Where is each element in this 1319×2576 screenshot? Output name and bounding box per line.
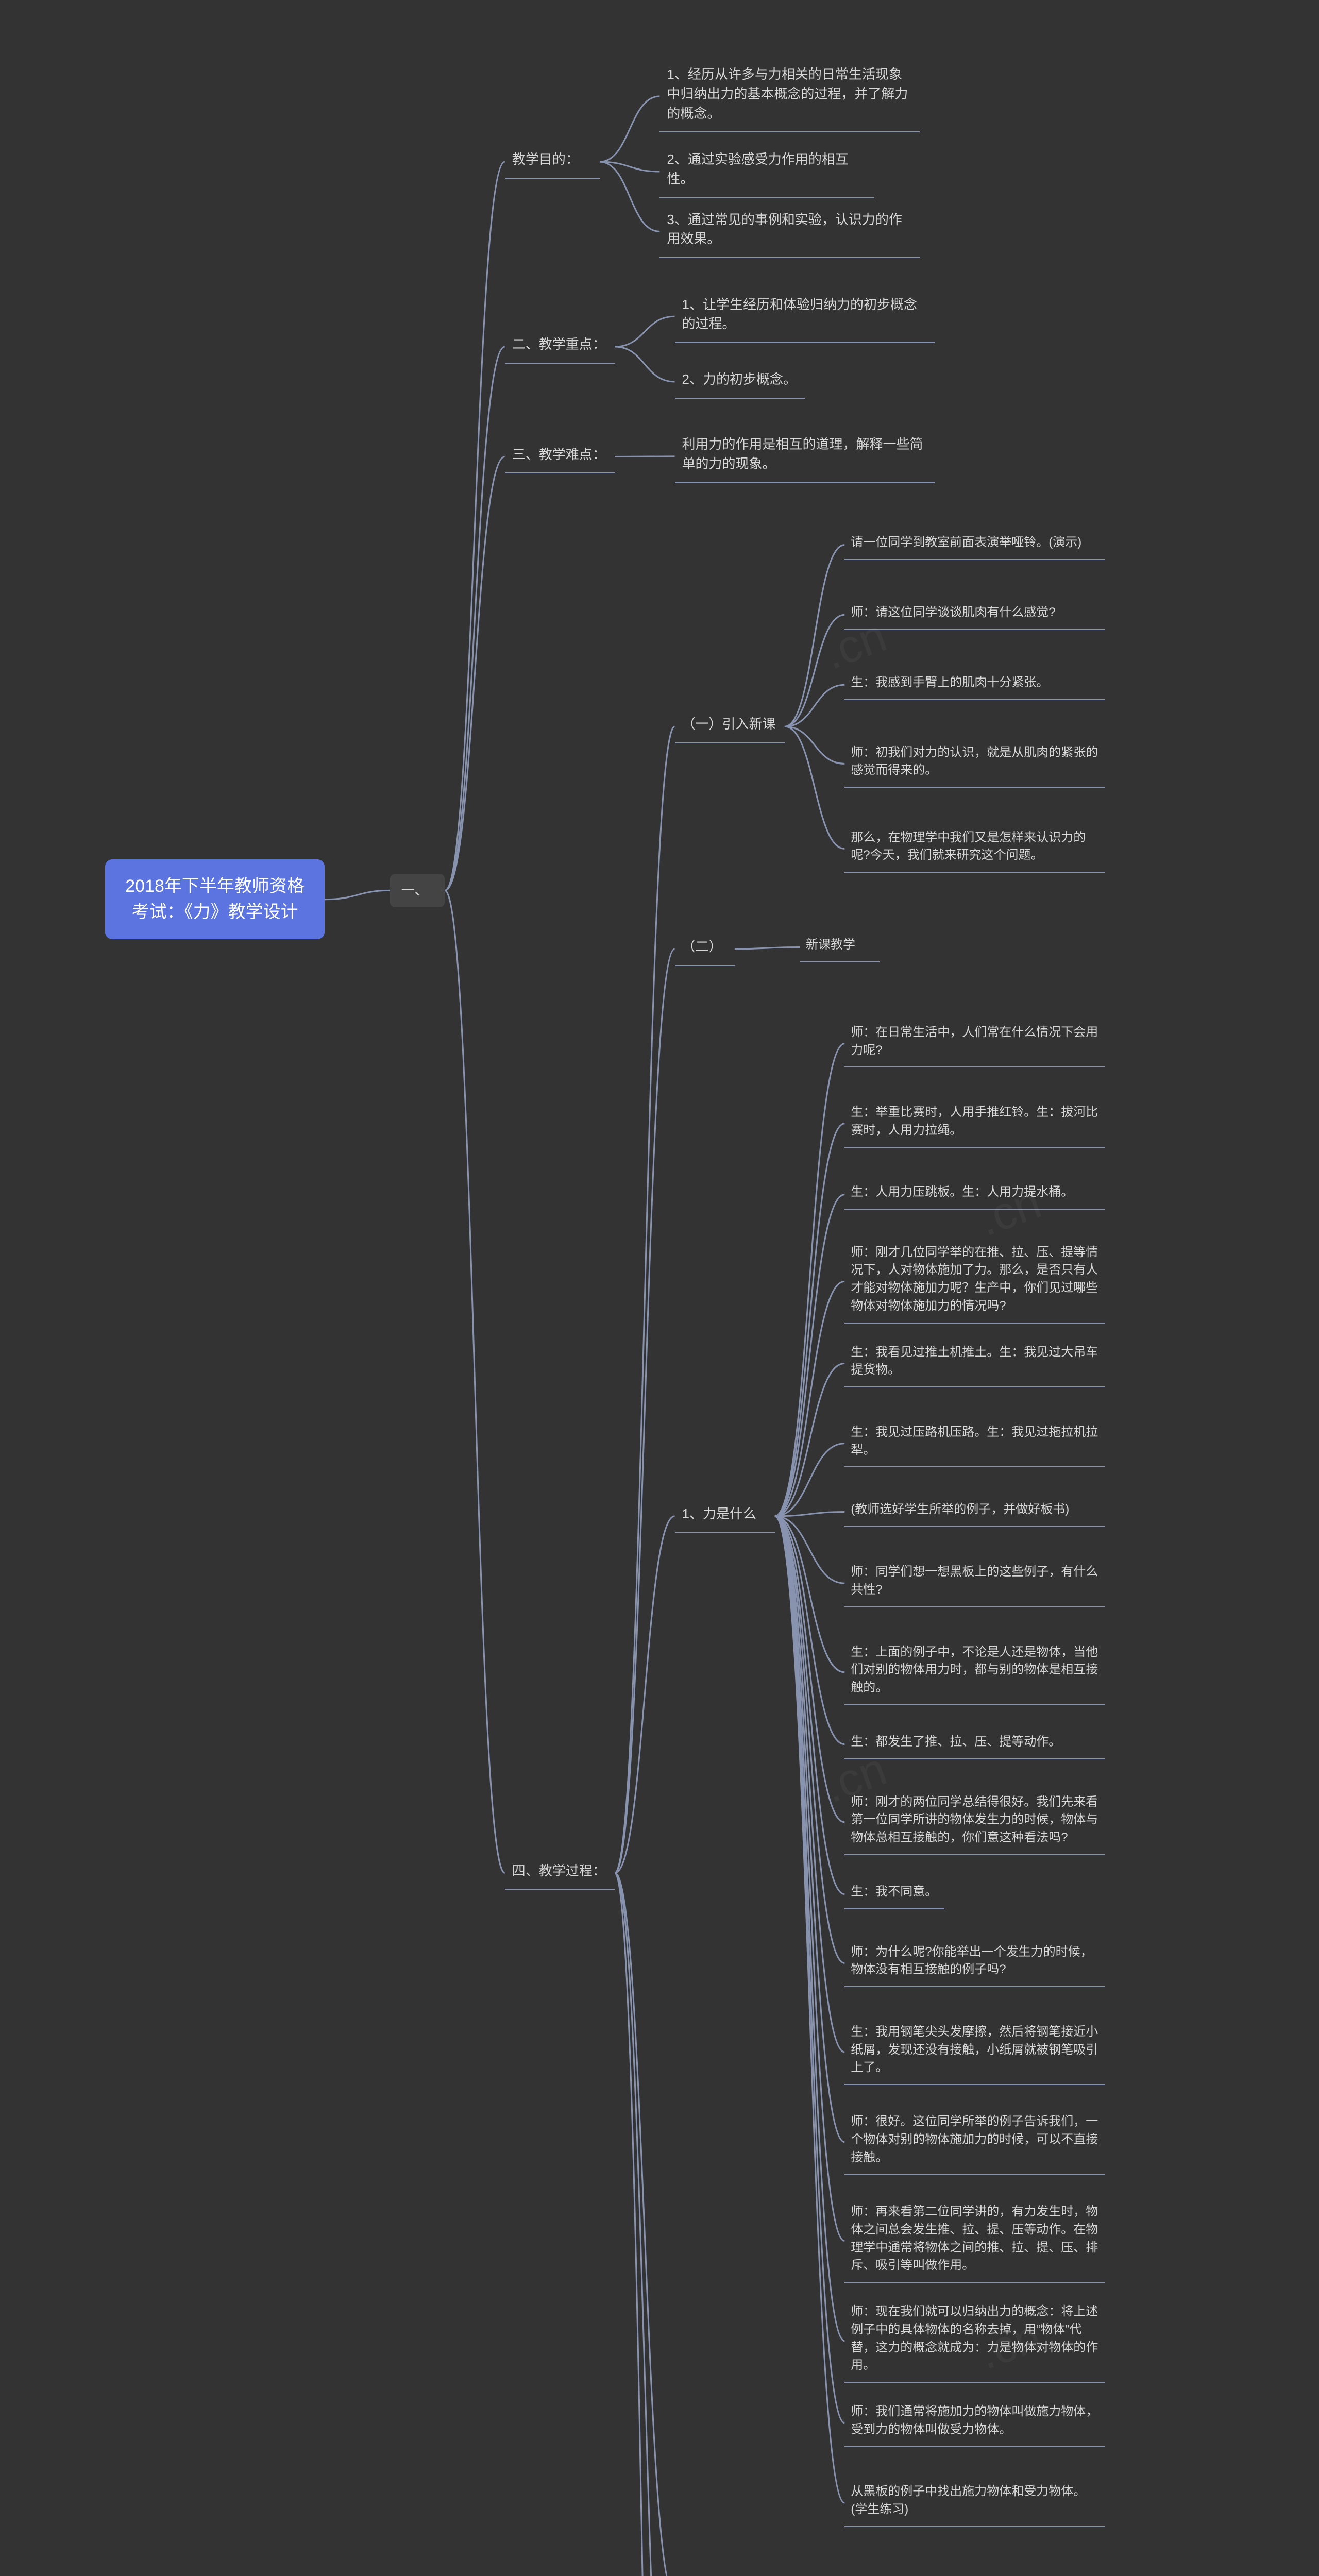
edge-s1-s1r bbox=[775, 1516, 845, 2423]
edge-s1-s1h bbox=[775, 1516, 845, 1583]
node-p1e: 那么，在物理学中我们又是怎样来认识力的呢?今天，我们就来研究这个问题。 bbox=[844, 825, 1104, 873]
edge-s1-s1g bbox=[775, 1512, 845, 1516]
edge-procT-s3 bbox=[615, 1873, 674, 2576]
edge-keyT-k1 bbox=[615, 316, 674, 347]
edge-s1-s1a bbox=[775, 1044, 845, 1516]
node-s1s: 从黑板的例子中找出施力物体和受力物体。(学生练习) bbox=[844, 2479, 1104, 2527]
edge-procT-p3 bbox=[615, 1873, 674, 2576]
mindmap-canvas: 2018年下半年教师资格考试：《力》教学设计 一、 教学目的： 1、经历从许多与力相关… bbox=[0, 0, 1319, 2576]
edge-s1-s1o bbox=[775, 1516, 845, 2142]
edge-s1-s1c bbox=[775, 1195, 845, 1516]
node-p1a: 请一位同学到教室前面表演举哑铃。(演示) bbox=[844, 530, 1104, 560]
edge-s1-s1m bbox=[775, 1516, 845, 1963]
edge-s1-s1e bbox=[775, 1363, 845, 1516]
edge-procT-s1 bbox=[615, 1516, 674, 1873]
edge-L1-goal bbox=[445, 162, 504, 890]
edge-s1-s1i bbox=[775, 1516, 845, 1672]
node-s1a: 师：在日常生活中，人们常在什么情况下会用力呢? bbox=[844, 1020, 1104, 1068]
node-s1j: 生：都发生了推、拉、压、提等动作。 bbox=[844, 1729, 1104, 1759]
edge-p1-p1a bbox=[785, 545, 844, 727]
node-s1f: 生：我见过压路机压路。生：我见过拖拉机拉犁。 bbox=[844, 1419, 1104, 1468]
node-s1l: 生：我不同意。 bbox=[844, 1879, 944, 1909]
node-p2a: 新课教学 bbox=[800, 932, 880, 962]
edge-s1-s1d bbox=[775, 1281, 845, 1516]
node-p2: （二） bbox=[675, 932, 735, 966]
node-s1c: 生：人用力压跳板。生：人用力提水桶。 bbox=[844, 1179, 1104, 1210]
edge-root-L1 bbox=[325, 890, 390, 899]
node-p1: （一）引入新课 bbox=[675, 709, 785, 743]
edge-s1-s1p bbox=[775, 1516, 845, 2241]
edge-s1-s1b bbox=[775, 1124, 845, 1516]
edge-L1-procT bbox=[445, 890, 504, 1873]
edge-p2-p2a bbox=[735, 947, 800, 948]
node-k2: 2、力的初步概念。 bbox=[675, 365, 805, 399]
edge-goal-g3 bbox=[600, 162, 660, 231]
edge-L1-diffT bbox=[445, 456, 504, 890]
node-k1: 1、让学生经历和体验归纳力的初步概念的过程。 bbox=[675, 290, 935, 343]
node-g3: 3、通过常见的事例和实验，认识力的作用效果。 bbox=[660, 205, 919, 258]
edge-s1-s1s bbox=[775, 1516, 845, 2503]
node-s1r: 师：我们通常将施加力的物体叫做施力物体，受到力的物体叫做受力物体。 bbox=[844, 2399, 1104, 2447]
node-L1: 一、 bbox=[390, 874, 445, 908]
edge-layer bbox=[0, 0, 1319, 2576]
node-s1e: 生：我看见过推土机推土。生：我见过大吊车提货物。 bbox=[844, 1340, 1104, 1388]
node-g1: 1、经历从许多与力相关的日常生活现象中归纳出力的基本概念的过程，并了解力的概念。 bbox=[660, 60, 919, 132]
edge-procT-p1 bbox=[615, 726, 674, 1873]
node-s1g: (教师选好学生所举的例子，并做好板书) bbox=[844, 1497, 1104, 1527]
node-d1: 利用力的作用是相互的道理，解释一些简单的力的现象。 bbox=[675, 430, 935, 483]
node-procT: 四、教学过程： bbox=[505, 1856, 615, 1890]
node-s1o: 师：很好。这位同学所举的例子告诉我们，一个物体对别的物体施加力的时候，可以不直接… bbox=[844, 2109, 1104, 2175]
edge-p1-p1c bbox=[785, 685, 844, 726]
node-root: 2018年下半年教师资格考试：《力》教学设计 bbox=[105, 859, 325, 939]
node-p1d: 师：初我们对力的认识，就是从肌肉的紧张的感觉而得来的。 bbox=[844, 740, 1104, 788]
edge-diffT-d1 bbox=[615, 456, 674, 457]
node-s1h: 师：同学们想一想黑板上的这些例子，有什么共性? bbox=[844, 1559, 1104, 1607]
node-s1d: 师：刚才几位同学举的在推、拉、压、提等情况下，人对物体施加了力。那么，是否只有人… bbox=[844, 1240, 1104, 1324]
node-s1p: 师：再来看第二位同学讲的，有力发生时，物体之间总会发生推、拉、提、压等动作。在物… bbox=[844, 2199, 1104, 2283]
edge-s1-s1q bbox=[775, 1516, 845, 2341]
node-s1q: 师：现在我们就可以归纳出力的概念：将上述例子中的具体物体的名称去掉，用“物体”代… bbox=[844, 2299, 1104, 2383]
node-s1: 1、力是什么 bbox=[675, 1499, 775, 1533]
edge-p1-p1b bbox=[785, 615, 844, 726]
node-s1b: 生：举重比赛时，人用手推红铃。生：拔河比赛时，人用力拉绳。 bbox=[844, 1099, 1104, 1148]
edge-keyT-k2 bbox=[615, 347, 674, 382]
node-s1m: 师：为什么呢?你能举出一个发生力的时候，物体没有相互接触的例子吗? bbox=[844, 1939, 1104, 1988]
node-p1b: 师：请这位同学谈谈肌肉有什么感觉? bbox=[844, 600, 1104, 630]
edge-s1-s1k bbox=[775, 1516, 845, 1822]
edge-s1-s1l bbox=[775, 1516, 845, 1894]
node-s1i: 生：上面的例子中，不论是人还是物体，当他们对别的物体用力时，都与别的物体是相互接… bbox=[844, 1639, 1104, 1705]
edge-procT-s2 bbox=[615, 1873, 674, 2576]
edge-s1-s1n bbox=[775, 1516, 845, 2052]
edge-goal-g2 bbox=[600, 162, 660, 172]
node-p1c: 生：我感到手臂上的肌肉十分紧张。 bbox=[844, 670, 1104, 700]
node-keyT: 二、教学重点： bbox=[505, 330, 615, 364]
edge-procT-p2 bbox=[615, 949, 674, 1873]
edge-p1-p1d bbox=[785, 726, 844, 764]
edge-goal-g1 bbox=[600, 96, 660, 162]
edge-s1-s1j bbox=[775, 1516, 845, 1744]
node-goal: 教学目的： bbox=[505, 145, 600, 179]
node-g2: 2、通过实验感受力作用的相互性。 bbox=[660, 145, 874, 198]
edge-p1-p1e bbox=[785, 726, 844, 849]
node-s1n: 生：我用钢笔尖头发摩擦，然后将钢笔接近小纸屑，发现还没有接触，小纸屑就被钢笔吸引… bbox=[844, 2019, 1104, 2085]
node-diffT: 三、教学难点： bbox=[505, 440, 615, 474]
edge-s1-s1f bbox=[775, 1444, 845, 1516]
node-s1k: 师：刚才的两位同学总结得很好。我们先来看第一位同学所讲的物体发生力的时候，物体与… bbox=[844, 1789, 1104, 1855]
edge-L1-keyT bbox=[445, 347, 504, 890]
